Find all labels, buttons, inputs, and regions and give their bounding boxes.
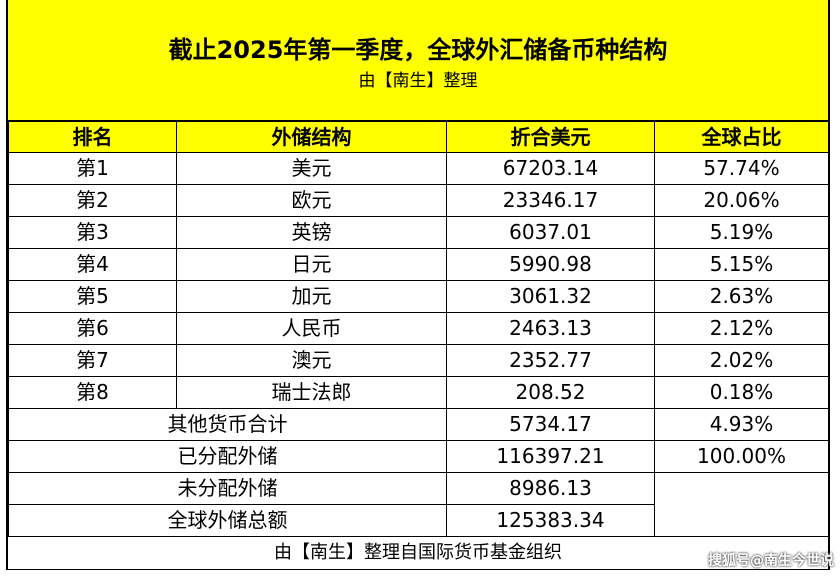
summary-usd: 116397.21 [446, 440, 655, 473]
share-cell: 0.18% [654, 376, 829, 409]
summary-label: 全球外储总额 [8, 504, 447, 537]
page-subtitle: 由【南生】整理 [358, 71, 478, 91]
share-cell: 2.12% [654, 312, 829, 345]
table-row: 第2 欧元 23346.17 20.06% [8, 184, 829, 217]
summary-row: 全球外储总额 125383.34 [8, 504, 829, 537]
header-usd: 折合美元 [446, 121, 655, 153]
watermark: 搜狐号@南生今世说 [708, 553, 834, 569]
share-cell: 5.19% [654, 216, 829, 249]
summary-label: 其他货币合计 [8, 408, 447, 441]
rank-cell: 第4 [8, 248, 177, 281]
table-row: 第4 日元 5990.98 5.15% [8, 248, 829, 281]
rank-cell: 第6 [8, 312, 177, 345]
usd-cell: 67203.14 [446, 152, 655, 185]
header-row: 排名 外储结构 折合美元 全球占比 [8, 121, 829, 153]
usd-cell: 2463.13 [446, 312, 655, 345]
header-share: 全球占比 [654, 121, 829, 153]
currency-cell: 欧元 [176, 184, 447, 217]
currency-cell: 日元 [176, 248, 447, 281]
table-row: 第8 瑞士法郎 208.52 0.18% [8, 376, 829, 409]
usd-cell: 23346.17 [446, 184, 655, 217]
currency-cell: 英镑 [176, 216, 447, 249]
table-row: 第6 人民币 2463.13 2.12% [8, 312, 829, 345]
rank-cell: 第7 [8, 344, 177, 377]
rank-cell: 第5 [8, 280, 177, 313]
currency-cell: 人民币 [176, 312, 447, 345]
summary-share: 100.00% [654, 440, 829, 473]
summary-usd: 125383.34 [446, 504, 655, 537]
share-cell: 2.02% [654, 344, 829, 377]
usd-cell: 3061.32 [446, 280, 655, 313]
reserve-table: 排名 外储结构 折合美元 全球占比 第1 美元 67203.14 57.74% … [8, 121, 829, 537]
source-footer: 由【南生】整理自国际货币基金组织 [274, 542, 562, 563]
table-row: 第7 澳元 2352.77 2.02% [8, 344, 829, 377]
header-rank: 排名 [8, 121, 177, 153]
usd-cell: 208.52 [446, 376, 655, 409]
rank-cell: 第1 [8, 152, 177, 185]
rank-cell: 第3 [8, 216, 177, 249]
currency-cell: 澳元 [176, 344, 447, 377]
rank-cell: 第2 [8, 184, 177, 217]
share-cell: 20.06% [654, 184, 829, 217]
summary-row: 其他货币合计 5734.17 4.93% [8, 408, 829, 441]
currency-cell: 美元 [176, 152, 447, 185]
spreadsheet: 截止2025年第一季度，全球外汇储备币种结构 由【南生】整理 排名 外储结构 折… [6, 0, 830, 570]
summary-usd: 5734.17 [446, 408, 655, 441]
title-band: 截止2025年第一季度，全球外汇储备币种结构 由【南生】整理 [8, 0, 828, 121]
share-cell: 2.63% [654, 280, 829, 313]
header-currency: 外储结构 [176, 121, 447, 153]
share-cell: 57.74% [654, 152, 829, 185]
usd-cell: 6037.01 [446, 216, 655, 249]
page-title: 截止2025年第一季度，全球外汇储备币种结构 [168, 36, 668, 64]
summary-label: 已分配外储 [8, 440, 447, 473]
table-row: 第1 美元 67203.14 57.74% [8, 152, 829, 185]
rank-cell: 第8 [8, 376, 177, 409]
currency-cell: 加元 [176, 280, 447, 313]
summary-share: 4.93% [654, 408, 829, 441]
usd-cell: 5990.98 [446, 248, 655, 281]
usd-cell: 2352.77 [446, 344, 655, 377]
table-row: 第5 加元 3061.32 2.63% [8, 280, 829, 313]
share-cell: 5.15% [654, 248, 829, 281]
summary-label: 未分配外储 [8, 472, 447, 505]
summary-row: 已分配外储 116397.21 100.00% [8, 440, 829, 473]
currency-cell: 瑞士法郎 [176, 376, 447, 409]
summary-row: 未分配外储 8986.13 [8, 472, 829, 537]
summary-usd: 8986.13 [446, 472, 655, 505]
table-row: 第3 英镑 6037.01 5.19% [8, 216, 829, 249]
summary-share-empty [654, 472, 829, 537]
